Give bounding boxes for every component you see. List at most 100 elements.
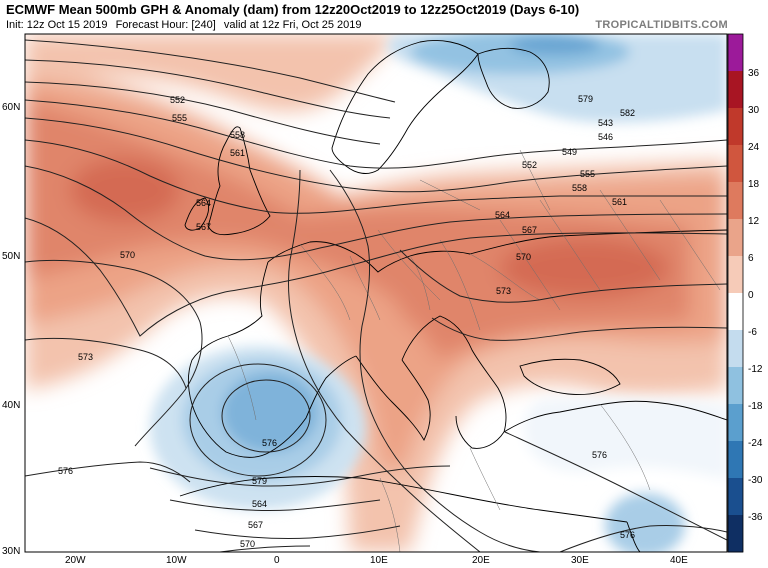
border-line <box>599 189 661 281</box>
contour-label: 564 <box>252 499 267 509</box>
anomaly-area <box>25 34 400 112</box>
anomaly-area <box>524 397 727 480</box>
italy-coast <box>355 355 431 441</box>
coastlines <box>179 40 727 552</box>
contour-line <box>25 81 381 145</box>
forecast-hour: Forecast Hour: [240] <box>115 19 216 31</box>
contour-line <box>25 117 727 193</box>
contour-label: 564 <box>495 210 510 220</box>
contour-label: 546 <box>598 132 613 142</box>
lon-label: 40E <box>670 555 688 566</box>
border-line <box>539 199 601 291</box>
contour-line <box>25 59 391 119</box>
contour-label: 567 <box>522 225 537 235</box>
black-sea-coast <box>519 358 621 395</box>
colorbar-swatch <box>728 108 743 146</box>
colorbar-frame <box>727 33 744 553</box>
colorbar-swatch <box>728 256 743 294</box>
european-coast <box>267 229 727 273</box>
map-header: ECMWF Mean 500mb GPH & Anomaly (dam) fro… <box>0 0 768 34</box>
contour-line <box>559 524 727 552</box>
lon-label: 10W <box>166 555 187 566</box>
contour-line <box>504 431 727 541</box>
border-line <box>469 447 501 511</box>
levant-coast <box>626 521 641 552</box>
border-line <box>599 403 651 491</box>
lon-label: 20W <box>65 555 86 566</box>
finland-coast <box>477 47 550 109</box>
colorbar-swatch <box>728 515 743 553</box>
colorbar-tick-label: 36 <box>748 67 760 79</box>
contour-line <box>169 499 381 512</box>
contour-label: 555 <box>580 169 595 179</box>
map-title: ECMWF Mean 500mb GPH & Anomaly (dam) fro… <box>6 2 580 17</box>
border-line <box>409 255 431 311</box>
brand-watermark: TROPICALTIDBITS.COM <box>595 19 728 31</box>
lat-label: 40N <box>2 400 21 411</box>
contour-line <box>25 337 187 389</box>
contour-line <box>25 139 727 214</box>
contour-line <box>149 465 451 487</box>
contour-line <box>399 249 727 303</box>
contour-line <box>219 545 311 552</box>
contour-line <box>194 525 401 540</box>
contour-label: 543 <box>598 118 613 128</box>
ireland-coast <box>184 197 210 231</box>
contour-label: 552 <box>522 160 537 170</box>
contour-line <box>221 379 311 453</box>
border-line <box>659 199 721 291</box>
contour-label: 561 <box>230 148 245 158</box>
contour-label: 570 <box>240 539 255 549</box>
valid-time: valid at 12z Fri, Oct 25 2019 <box>223 19 362 31</box>
colorbar-swatch <box>728 71 743 109</box>
colorbar-tick-label: 18 <box>748 178 760 190</box>
colorbar-swatch <box>728 478 743 516</box>
colorbar-swatch <box>728 145 743 183</box>
colorbar-tick-label: -36 <box>748 511 763 523</box>
contour-label: 570 <box>516 252 531 262</box>
contour-line <box>25 217 727 337</box>
contour-label: 573 <box>496 286 511 296</box>
contour-line <box>329 169 541 552</box>
border-line <box>499 219 561 311</box>
colorbar-swatch <box>728 34 743 72</box>
contour-label: 561 <box>612 197 627 207</box>
contour-label: 579 <box>252 476 267 486</box>
contour-label: 573 <box>238 552 253 562</box>
colorbar-swatch <box>728 330 743 368</box>
border-line <box>519 149 551 211</box>
lon-label: 30E <box>571 555 589 566</box>
contour-label: 576 <box>262 438 277 448</box>
lat-label: 30N <box>2 546 21 557</box>
colorbar-tick-label: 12 <box>748 215 760 227</box>
great-britain-coast <box>207 126 271 236</box>
height-contours <box>25 39 727 552</box>
contour-line <box>25 165 727 261</box>
map-subtitle: Init: 12z Oct 15 2019 Forecast Hour: [24… <box>6 19 367 31</box>
balkans-coast <box>401 315 507 449</box>
contour-label-bg <box>237 552 254 562</box>
contour-label: 579 <box>578 94 593 104</box>
anomaly-area <box>70 158 180 222</box>
init-time: Init: 12z Oct 15 2019 <box>6 19 108 31</box>
contour-line <box>25 461 191 483</box>
contour-label: 558 <box>230 130 245 140</box>
anomaly-area <box>510 35 600 55</box>
colorbar-tick-label: -24 <box>748 437 763 449</box>
colorbar-tick-label: -12 <box>748 363 763 375</box>
scandinavia-coast <box>331 40 479 174</box>
border-line <box>377 229 441 301</box>
lon-label: 20E <box>472 555 490 566</box>
lon-label: 0 <box>274 555 280 566</box>
border-line <box>349 255 381 321</box>
colorbar-swatch <box>728 293 743 331</box>
anomaly-area <box>410 34 630 74</box>
contour-label: 576 <box>58 466 73 476</box>
contour-label: 567 <box>248 520 263 530</box>
colorbar-tick-label: -18 <box>748 400 763 412</box>
contour-line <box>25 259 203 447</box>
anomaly-area <box>25 100 690 360</box>
colorbar-tick-label: 30 <box>748 104 760 116</box>
colorbar-tick-label: -6 <box>748 326 757 338</box>
